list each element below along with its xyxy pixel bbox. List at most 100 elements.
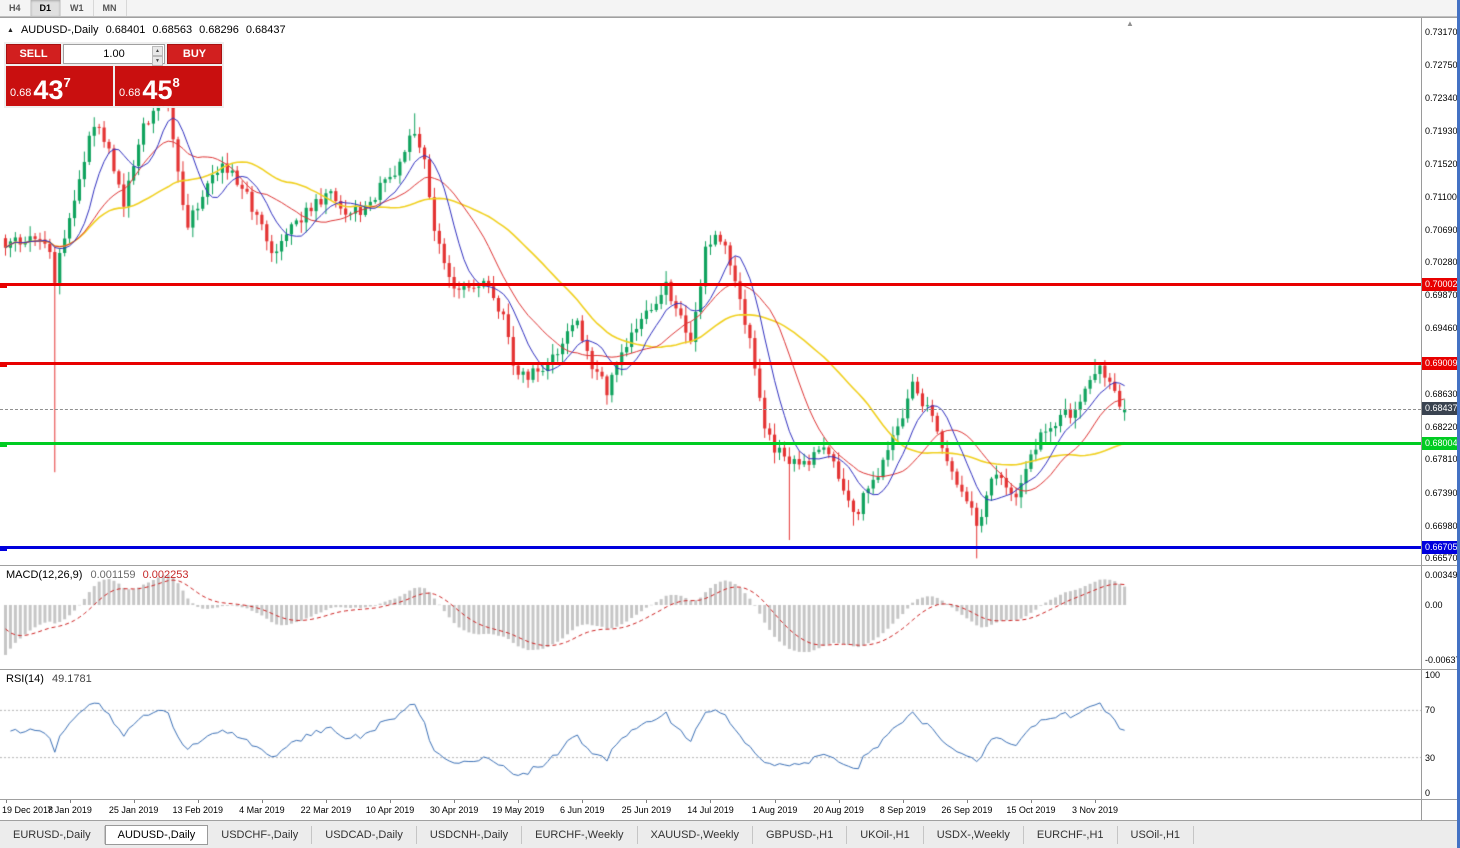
price-axis-tick: 0.71100 — [1425, 192, 1457, 203]
date-axis-tick — [390, 800, 392, 803]
collapse-arrow-icon[interactable]: ▲ — [7, 26, 14, 34]
level-line-handle[interactable] — [0, 361, 7, 367]
price-axis-tick: 0.68630 — [1425, 389, 1458, 400]
rsi-canvas[interactable] — [0, 670, 1421, 799]
date-axis-tick — [1095, 800, 1097, 803]
date-axis-tick — [454, 800, 456, 803]
date-axis-tick — [966, 800, 968, 803]
chart-tab-usdcad-daily[interactable]: USDCAD-,Daily — [312, 825, 417, 844]
date-axis-label: 30 Apr 2019 — [429, 805, 479, 815]
volume-spinner: ▲ ▼ — [152, 46, 163, 66]
chart-tab-bar: EURUSD-,Daily AUDUSD-,Daily USDCHF-,Daily U… — [0, 821, 1460, 848]
rsi-axis-tick: 30 — [1425, 752, 1436, 763]
level-price-tag: 0.69009 — [1422, 356, 1460, 370]
rsi-axis-tick: 0 — [1425, 788, 1431, 798]
chart-tab-xauusd-weekly[interactable]: XAUUSD-,Weekly — [638, 825, 753, 844]
chart-tab-audusd-daily[interactable]: AUDUSD-,Daily — [104, 824, 209, 845]
rsi-pane[interactable]: RSI(14) 49.1781 — [0, 670, 1421, 799]
macd-axis-tick: 0.00 — [1425, 600, 1443, 610]
sell-price-sup: 7 — [63, 75, 71, 90]
date-axis-tick — [582, 800, 584, 803]
date-axis-tick — [646, 800, 648, 803]
price-axis-tick: 0.72750 — [1425, 60, 1458, 71]
macd-value-main: 0.001159 — [90, 569, 136, 581]
date-axis-label: 4 Mar 2019 — [239, 805, 285, 815]
date-axis-tick — [902, 800, 904, 803]
macd-pane[interactable]: MACD(12,26,9) 0.001159 0.002253 — [0, 566, 1421, 668]
volume-input[interactable]: 1.00 ▲ ▼ — [63, 44, 165, 66]
price-level-line-0.69009[interactable] — [0, 362, 1421, 366]
main-chart-pane[interactable]: ▲ ▲ AUDUSD-,Daily 0.68401 0.68563 0.6829… — [0, 18, 1421, 564]
chart-tab-eurchf-h1[interactable]: EURCHF-,H1 — [1024, 825, 1118, 844]
pane-separator[interactable] — [0, 669, 1460, 670]
volume-decrease-button[interactable]: ▼ — [152, 56, 163, 66]
rsi-value: 49.1781 — [51, 673, 92, 685]
ohlc-high: 0.68563 — [152, 24, 193, 36]
chart-tab-eurusd-daily[interactable]: EURUSD-,Daily — [0, 825, 105, 844]
timeframe-button-mn[interactable]: MN — [94, 0, 127, 16]
chart-tab-ukoil-h1[interactable]: UKOil-,H1 — [847, 825, 924, 844]
level-line-handle[interactable] — [0, 441, 7, 447]
date-axis-label: 25 Jun 2019 — [621, 805, 672, 815]
price-axis-tick: 0.66980 — [1425, 520, 1458, 531]
sell-button[interactable]: SELL — [6, 44, 61, 64]
date-axis-tick — [69, 800, 71, 803]
chart-tab-usdchf-daily[interactable]: USDCHF-,Daily — [208, 825, 313, 844]
date-axis: 19 Dec 2018 7 Jan 2019 25 Jan 2019 13 Feb 2… — [0, 800, 1421, 820]
date-axis-label: 14 Jul 2019 — [687, 805, 734, 815]
pane-separator[interactable] — [0, 565, 1460, 566]
price-axis-tick: 0.69870 — [1425, 290, 1458, 301]
macd-label-row: MACD(12,26,9) 0.001159 0.002253 — [6, 569, 189, 581]
volume-increase-button[interactable]: ▲ — [152, 46, 163, 56]
chart-symbol-label: AUDUSD-,Daily — [20, 24, 99, 36]
timeframe-toolbar: H4 D1 W1 MN — [0, 0, 1460, 17]
price-level-line-0.70002[interactable] — [0, 283, 1421, 287]
chart-shift-marker[interactable]: ▲ — [1126, 19, 1134, 28]
level-line-handle[interactable] — [0, 282, 7, 288]
buy-price-prefix: 0.68 — [119, 87, 141, 99]
sell-price-panel[interactable]: 0.68 43 7 — [6, 66, 113, 106]
price-axis-tick: 0.70280 — [1425, 257, 1458, 268]
chart-tab-gbpusd-h1[interactable]: GBPUSD-,H1 — [753, 825, 848, 844]
date-axis-tick — [710, 800, 712, 803]
window-border — [1457, 0, 1460, 848]
date-axis-label: 3 Nov 2019 — [1071, 805, 1119, 815]
price-axis-tick: 0.71930 — [1425, 125, 1458, 136]
buy-price-panel[interactable]: 0.68 45 8 — [115, 66, 222, 106]
timeframe-button-h4[interactable]: H4 — [0, 0, 31, 16]
chart-tab-usoil-h1[interactable]: USOil-,H1 — [1118, 825, 1195, 844]
price-axis-tick: 0.68220 — [1425, 421, 1458, 432]
ohlc-open: 0.68401 — [105, 24, 146, 36]
price-axis-tick: 0.67810 — [1425, 454, 1458, 465]
date-axis-tick — [774, 800, 776, 803]
price-level-line-0.66705[interactable] — [0, 546, 1421, 550]
price-axis: 0.73170 0.72750 0.72340 0.71930 0.71520 0.711… — [1421, 18, 1460, 820]
macd-canvas[interactable] — [0, 566, 1421, 668]
level-price-tag: 0.68004 — [1422, 436, 1460, 450]
chart-tab-eurchf-weekly[interactable]: EURCHF-,Weekly — [522, 825, 638, 844]
ohlc-low: 0.68296 — [199, 24, 239, 36]
current-price-line — [0, 409, 1421, 410]
price-axis-tick: 0.66570 — [1425, 553, 1458, 564]
date-axis-label: 6 Jun 2019 — [560, 805, 605, 815]
date-axis-label: 7 Jan 2019 — [47, 805, 92, 815]
pane-separator — [0, 820, 1460, 821]
date-axis-tick — [197, 800, 199, 803]
price-axis-tick: 0.67390 — [1425, 487, 1458, 498]
date-axis-tick — [838, 800, 840, 803]
level-line-handle[interactable] — [0, 545, 7, 551]
date-axis-tick — [5, 800, 7, 803]
volume-value[interactable]: 1.00 — [103, 48, 125, 60]
main-chart-canvas[interactable] — [0, 18, 1421, 564]
chart-tab-usdx-weekly[interactable]: USDX-,Weekly — [924, 825, 1024, 844]
timeframe-button-d1[interactable]: D1 — [30, 0, 62, 16]
date-axis-label: 22 Mar 2019 — [300, 805, 352, 815]
timeframe-button-w1[interactable]: W1 — [61, 0, 94, 16]
rsi-axis-tick: 100 — [1425, 670, 1441, 680]
price-axis-tick: 0.69460 — [1425, 322, 1458, 333]
price-level-line-0.68004[interactable] — [0, 442, 1421, 446]
rsi-label-row: RSI(14) 49.1781 — [6, 673, 92, 685]
buy-button[interactable]: BUY — [167, 44, 222, 64]
chart-tab-usdcnh-daily[interactable]: USDCNH-,Daily — [417, 825, 523, 844]
rsi-axis-tick: 70 — [1425, 705, 1436, 716]
